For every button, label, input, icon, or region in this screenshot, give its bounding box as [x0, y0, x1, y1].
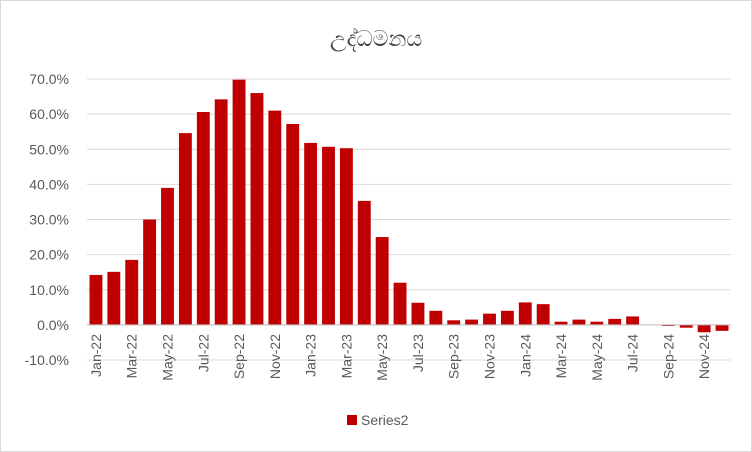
x-tick-label: Jul-23	[410, 334, 426, 372]
bar-May-22	[161, 187, 174, 325]
y-tick-label: 30.0%	[29, 212, 69, 228]
bar-May-24	[590, 321, 604, 325]
bar-Dec-22	[286, 123, 300, 325]
bar-Apr-24	[572, 319, 586, 325]
x-tick-label: Sep-24	[660, 334, 676, 379]
bar-Aug-23	[429, 310, 443, 325]
bar-Oct-22	[250, 93, 264, 325]
y-tick-label: 20.0%	[29, 247, 69, 263]
legend-label-series2: Series2	[361, 412, 409, 428]
bar-Jun-24	[608, 318, 622, 325]
bar-May-23	[375, 237, 389, 325]
bar-Feb-23	[322, 146, 335, 325]
y-tick-label: 40.0%	[29, 176, 69, 192]
bar-Jul-24	[626, 316, 640, 325]
bar-Mar-24	[554, 321, 568, 325]
bar-Jan-22	[89, 274, 103, 325]
x-tick-label: Jan-22	[88, 334, 104, 377]
x-tick-label: May-23	[374, 334, 390, 381]
y-tick-label: 50.0%	[29, 141, 69, 157]
x-tick-label: Jan-24	[517, 334, 533, 377]
bar-Jan-23	[304, 142, 318, 325]
bar-Jun-22	[178, 133, 192, 325]
bar-Jan-24	[518, 302, 532, 325]
bar-Sep-22	[232, 79, 246, 325]
y-tick-label: 60.0%	[29, 106, 69, 122]
bar-Sep-24	[661, 324, 675, 326]
bar-Mar-23	[339, 148, 353, 325]
bars	[89, 79, 729, 333]
y-tick-label: 0.0%	[37, 317, 69, 333]
x-tick-label: Mar-22	[124, 334, 140, 379]
y-tick-label: -10.0%	[25, 352, 69, 368]
bar-Jul-22	[196, 112, 210, 325]
y-tick-label: 10.0%	[29, 282, 69, 298]
x-tick-label: May-24	[589, 334, 605, 381]
bar-Oct-24	[679, 324, 693, 328]
x-tick-label: Sep-23	[446, 334, 462, 379]
x-tick-label: Mar-24	[553, 334, 569, 379]
x-tick-label: Jul-22	[195, 334, 211, 372]
bar-Dec-23	[500, 310, 514, 325]
x-tick-label: Nov-22	[267, 334, 283, 379]
y-axis-ticks: -10.0% 0.0% 10.0% 20.0% 30.0% 40.0% 50.0% 60.0%…	[25, 71, 69, 368]
x-tick-label: Sep-22	[231, 334, 247, 379]
bar-Feb-22	[107, 271, 121, 325]
x-tick-label: Mar-23	[338, 334, 354, 379]
bar-Apr-23	[357, 200, 371, 325]
legend: Series2	[347, 412, 409, 428]
bar-Sep-23	[447, 320, 461, 325]
legend-swatch-series2	[347, 415, 357, 425]
bar-Jul-23	[411, 302, 425, 325]
bar-Mar-22	[125, 259, 139, 325]
bar-Nov-22	[268, 110, 282, 325]
y-tick-label: 70.0%	[29, 71, 69, 87]
x-tick-label: Nov-24	[696, 334, 712, 379]
x-tick-label: Jul-24	[625, 334, 641, 372]
bar-Apr-22	[143, 219, 157, 325]
x-tick-label: May-22	[160, 334, 176, 381]
x-tick-label: Jan-23	[303, 334, 319, 377]
x-tick-label: Nov-23	[482, 334, 498, 379]
bar-Aug-22	[214, 99, 228, 325]
chart-title: උද්ධමනය	[330, 27, 422, 52]
bar-Feb-24	[536, 304, 550, 325]
bar-Oct-23	[465, 319, 479, 325]
bar-Nov-24	[697, 324, 711, 333]
bar-Dec-24	[715, 324, 729, 331]
x-axis-ticks: Jan-22 Mar-22 May-22 Jul-22 Sep-22 Nov-22 Jan-…	[88, 334, 712, 381]
bar-Jun-23	[393, 282, 407, 325]
bar-Nov-23	[483, 313, 496, 325]
